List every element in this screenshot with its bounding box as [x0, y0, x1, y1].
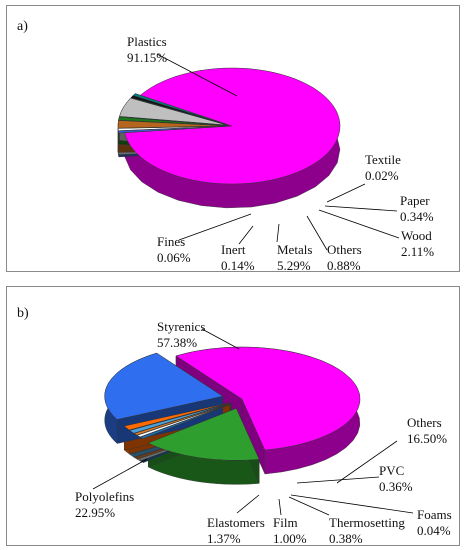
panel-label-b: b) [17, 306, 29, 321]
slice-value-film: 1.00% [273, 531, 307, 545]
leader-line-others [336, 440, 398, 484]
slice-label-styrenics: Styrenics [157, 319, 205, 334]
slice-label-others: Others [327, 242, 362, 257]
slice-label-others: Others [407, 415, 442, 430]
slice-value-metals: 5.29% [277, 258, 311, 271]
chart-panel-a: a) Plastics 91.15% Textile 0.02% Paper 0.34% W… [6, 5, 460, 272]
leader-line-foams [290, 494, 414, 514]
slice-value-polyolefins: 22.95% [75, 505, 115, 520]
leader-line-metals [276, 223, 280, 243]
leader-line-elastomers [236, 494, 260, 514]
pie-slice-wood [117, 120, 227, 129]
slice-value-fines: 0.06% [157, 250, 191, 265]
slice-value-plastics: 91.15% [127, 50, 167, 65]
slice-label-fines: Fines [157, 234, 185, 249]
pie-slice-film [129, 402, 231, 434]
leader-line-styrenics [201, 328, 240, 350]
slice-label-polyolefins: Polyolefins [75, 489, 134, 504]
slice-label-film: Film [273, 515, 298, 530]
slice-label-foams: Foams [417, 507, 452, 522]
slice-value-others: 0.88% [327, 258, 361, 271]
slice-label-elastomers: Elastomers [207, 515, 265, 530]
pie-slice-pvc [139, 403, 232, 439]
slice-value-pvc: 0.36% [379, 479, 413, 494]
pie-slice-paper [117, 125, 227, 131]
leader-line-plastics [156, 53, 238, 97]
slice-value-styrenics: 57.38% [157, 335, 197, 350]
slice-label-inert: Inert [221, 242, 246, 257]
leader-line-polyolefins [92, 458, 148, 490]
pie-slice-others [118, 116, 227, 126]
pie-slice-foams [136, 403, 232, 438]
slice-label-textile: Textile [365, 152, 401, 167]
pie-slice-others [147, 408, 260, 461]
slice-label-plastics: Plastics [127, 34, 167, 49]
pie-slice-polyolefins [104, 352, 224, 420]
pie-slice-plastics [124, 67, 341, 185]
slice-label-pvc: PVC [379, 463, 404, 478]
panel-label-a: a) [17, 19, 28, 34]
leader-line-paper [324, 205, 398, 212]
pie-slice-thermosetting [133, 403, 231, 436]
slice-value-textile: 0.02% [365, 168, 399, 183]
pie-slice-fines [132, 93, 227, 125]
slice-label-paper: Paper [400, 193, 430, 208]
slice-value-others: 16.50% [407, 431, 447, 446]
pie-slice-metals [119, 97, 227, 126]
leader-line-others [306, 215, 328, 251]
leader-line-fines [178, 213, 252, 241]
slice-value-foams: 0.04% [417, 523, 451, 538]
leader-line-inert [238, 225, 254, 245]
slice-label-metals: Metals [277, 242, 312, 257]
pie-slice-styrenics [175, 346, 361, 451]
leader-line-textile [326, 183, 366, 203]
slice-value-thermosetting: 0.38% [329, 531, 363, 545]
leader-line-wood [318, 209, 400, 239]
leader-line-film [278, 498, 282, 516]
slice-label-thermosetting: Thermosetting [329, 515, 405, 530]
slice-value-wood: 2.11% [401, 244, 434, 259]
slice-label-wood: Wood [401, 228, 432, 243]
slice-value-inert: 0.14% [221, 258, 255, 271]
leader-line-pvc [296, 476, 380, 484]
pie-slice-elastomers [123, 402, 230, 431]
slice-value-paper: 0.34% [400, 209, 434, 224]
chart-panel-b: b) Styrenics 57.38% Others 16.50% PVC 0.36% Fo… [6, 286, 460, 546]
slice-value-elastomers: 1.37% [207, 531, 241, 545]
leader-line-thermosetting [288, 496, 330, 516]
